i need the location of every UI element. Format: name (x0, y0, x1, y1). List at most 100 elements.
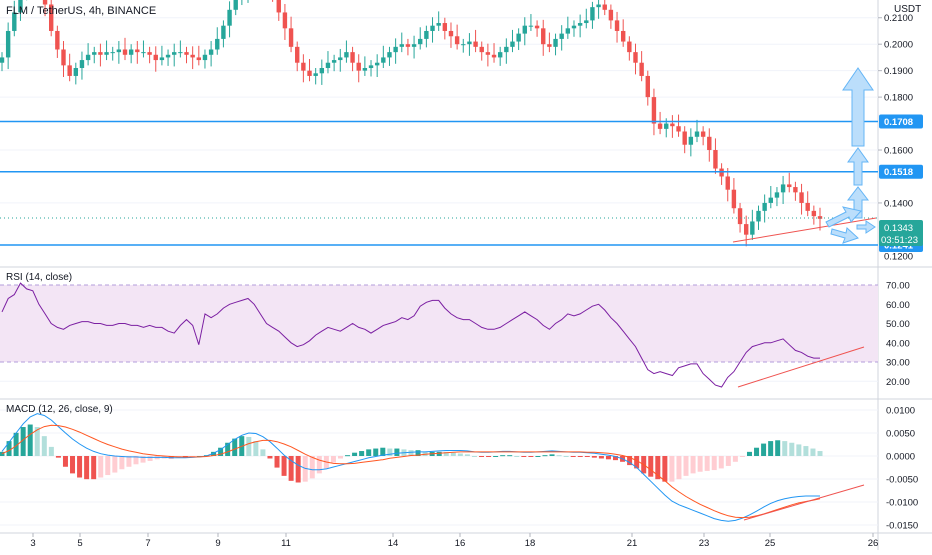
horizontal-levels[interactable] (0, 0, 878, 246)
candle-body (282, 12, 288, 29)
macd-hist-bar (168, 456, 174, 459)
macd-hist-bar (718, 456, 724, 469)
macd-hist-bar (613, 456, 618, 461)
macd-tick-label: 0.0000 (886, 452, 915, 463)
candle-body (442, 23, 448, 31)
macd-hist-bar (309, 456, 315, 479)
price-trendline[interactable] (732, 217, 877, 243)
arrow-up-to-0.1708 (847, 147, 869, 186)
arrow-up-to-0.2203 (842, 67, 874, 147)
candle-body (153, 54, 158, 61)
candle-body (436, 23, 441, 26)
candle-body (0, 57, 5, 63)
candle-body (559, 33, 564, 39)
macd-hist-bar (48, 446, 54, 456)
macd-hist-bar (119, 456, 125, 470)
time-tick-label: 9 (215, 538, 220, 549)
price-tick-label: 0.1900 (884, 66, 913, 77)
candle-body (670, 123, 675, 127)
candle-body (49, 4, 54, 31)
rsi-tick-label: 50.00 (886, 319, 910, 330)
candle-body (743, 224, 749, 235)
candle-body (799, 192, 804, 203)
macd-hist-bar (316, 456, 322, 474)
time-tick-label: 7 (145, 538, 150, 549)
symbol-title[interactable]: FLM / TetherUS, 4h, BINANCE (6, 5, 156, 17)
macd-hist-bar (803, 446, 809, 456)
macd-hist-bar (105, 456, 111, 476)
macd-hist-bar (6, 441, 12, 456)
macd-hist-bar (711, 456, 717, 471)
time-tick-label: 26 (868, 538, 879, 549)
candle-body (565, 28, 571, 34)
candle-body (756, 210, 761, 222)
candle-body (645, 75, 650, 98)
time-axis[interactable]: 3 5 7 9 11 14 16 18 21 23 25 26 (30, 533, 878, 549)
candle-body (553, 38, 558, 47)
candle-body (817, 216, 823, 219)
candle-body (774, 192, 780, 198)
candle-body (295, 46, 300, 63)
rsi-tick-label: 30.00 (886, 358, 910, 369)
macd-hist-bar (13, 432, 19, 456)
candle-body (387, 52, 392, 58)
level-tag-value: 0.1518 (884, 167, 913, 178)
candle-body (12, 12, 17, 31)
candle-body (657, 123, 663, 129)
rsi-trendline[interactable] (737, 346, 865, 388)
candle-body (707, 136, 712, 151)
rsi-label[interactable]: RSI (14, close) (6, 272, 72, 283)
candle-body (694, 131, 700, 137)
candle-body (682, 131, 687, 145)
macd-hist-bar (754, 447, 760, 456)
macd-hist-bar (98, 456, 104, 478)
candle-body (577, 23, 583, 26)
macd-tick-label: -0.0100 (886, 498, 918, 509)
candle-body (467, 41, 472, 45)
candle-body (141, 52, 146, 54)
candle-body (620, 30, 626, 42)
macd-hist-bar (450, 452, 456, 456)
macd-hist-bar (436, 451, 442, 456)
macd-tick-label: -0.0050 (886, 475, 918, 486)
macd-hist-bar (732, 456, 738, 462)
candle-body (787, 184, 792, 188)
arrow-up-to-0.1518 (846, 186, 870, 219)
macd-hist-bar (27, 424, 33, 456)
level-tag-bg (879, 164, 923, 179)
macd-hist-bar (528, 456, 534, 457)
time-tick-label: 16 (455, 538, 466, 549)
candle-body (374, 62, 380, 66)
price-axis[interactable]: 0.24000.23000.22000.21000.20000.19000.18… (878, 0, 913, 262)
time-tick-label: 3 (30, 538, 35, 549)
macd-hist-bar (281, 456, 287, 476)
candle-body (208, 49, 214, 55)
macd-hist-bar (690, 456, 696, 474)
candle-body (301, 62, 306, 71)
candle-body (528, 25, 534, 27)
candle-body (590, 7, 595, 21)
macd-hist-bar (77, 456, 83, 478)
arrow-right-down (830, 227, 859, 244)
candle-body (5, 30, 11, 58)
candle-body (780, 184, 786, 193)
macd-hist-bar (782, 441, 788, 456)
candle-body (55, 30, 60, 50)
macd-hist-bar (584, 456, 590, 457)
current-price-value: 0.1343 (884, 223, 913, 234)
macd-label[interactable]: MACD (12, 26, close, 9) (6, 404, 113, 415)
candle-body (67, 65, 72, 76)
macd-hist-bar (768, 441, 774, 456)
macd-trendline[interactable] (743, 484, 865, 521)
macd-hist-bar (112, 456, 118, 473)
macd-hist-bar (704, 456, 710, 471)
macd-hist-bar (796, 444, 802, 456)
macd-hist-bar (387, 448, 393, 456)
macd-hist-bar (232, 438, 238, 456)
candle-body (713, 150, 718, 169)
projection-arrows[interactable] (825, 67, 876, 244)
macd-hist-bar (775, 440, 781, 456)
macd-hist-bar (373, 448, 379, 456)
macd-hist-bar (359, 451, 365, 456)
